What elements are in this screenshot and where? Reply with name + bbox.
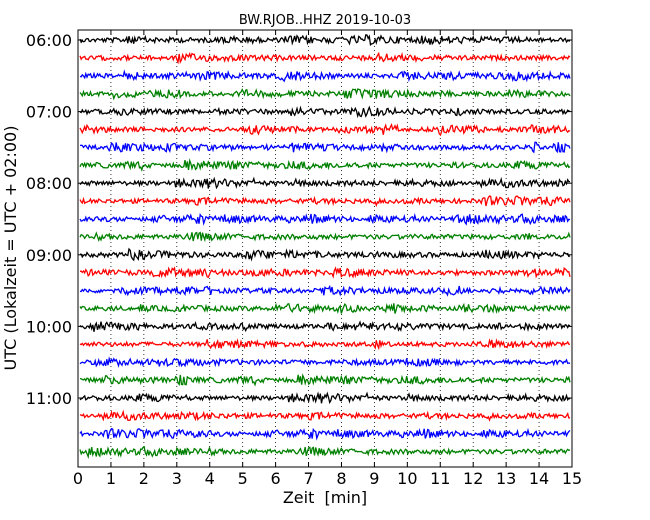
- x-tick-label: 1: [106, 469, 116, 488]
- trace-0930: [79, 284, 571, 297]
- x-tick-label: 10: [397, 469, 417, 488]
- x-tick-label: 6: [271, 469, 281, 488]
- y-axis-ticks: 06:00 07:00 08:00 09:00 10:00 11:00: [26, 31, 572, 408]
- x-tick-label: 0: [73, 469, 83, 488]
- trace-0815: [79, 195, 571, 208]
- trace-0730: [79, 141, 571, 154]
- trace-0945: [79, 302, 571, 315]
- trace-0645: [79, 88, 571, 101]
- x-tick-label: 4: [205, 469, 215, 488]
- y-tick-label: 11:00: [26, 389, 72, 408]
- trace-1100: [79, 391, 571, 405]
- y-tick-label: 06:00: [26, 31, 72, 50]
- x-axis-ticks: 0 1 2 3 4 5 6 7 8 9 10 11 12 13 14 15: [73, 30, 582, 488]
- trace-0600: [79, 34, 571, 46]
- trace-1015: [79, 338, 571, 351]
- traces: [79, 34, 571, 460]
- trace-0630: [79, 69, 571, 83]
- trace-1145: [79, 445, 571, 460]
- x-axis-label: Zeit [min]: [283, 488, 367, 507]
- x-tick-label: 3: [172, 469, 182, 488]
- y-tick-label: 09:00: [26, 246, 72, 265]
- trace-0700: [79, 105, 571, 119]
- trace-0800: [79, 176, 571, 190]
- trace-0830: [79, 212, 571, 226]
- trace-0900: [79, 247, 571, 262]
- x-tick-label: 13: [496, 469, 516, 488]
- trace-1130: [79, 427, 571, 441]
- chart-title: BW.RJOB..HHZ 2019-10-03: [239, 13, 411, 28]
- trace-1045: [79, 373, 571, 387]
- trace-0715: [79, 123, 571, 137]
- x-tick-label: 2: [139, 469, 149, 488]
- y-tick-label: 07:00: [26, 103, 72, 122]
- x-tick-label: 15: [562, 469, 582, 488]
- x-tick-label: 8: [336, 469, 346, 488]
- x-tick-label: 5: [238, 469, 248, 488]
- x-tick-label: 12: [463, 469, 483, 488]
- trace-1030: [79, 356, 571, 368]
- x-tick-label: 7: [303, 469, 313, 488]
- x-tick-label: 11: [430, 469, 450, 488]
- trace-1115: [79, 409, 571, 422]
- y-tick-label: 08:00: [26, 174, 72, 193]
- y-tick-label: 10:00: [26, 317, 72, 336]
- y-axis-label: UTC (Lokalzeit = UTC + 02:00): [1, 126, 20, 371]
- trace-0745: [79, 158, 571, 172]
- trace-0615: [79, 51, 571, 65]
- plot-frame: [77, 29, 573, 468]
- trace-0845: [79, 231, 571, 243]
- x-tick-label: 9: [369, 469, 379, 488]
- trace-1000: [79, 320, 571, 333]
- trace-0915: [79, 266, 571, 279]
- x-tick-label: 14: [529, 469, 549, 488]
